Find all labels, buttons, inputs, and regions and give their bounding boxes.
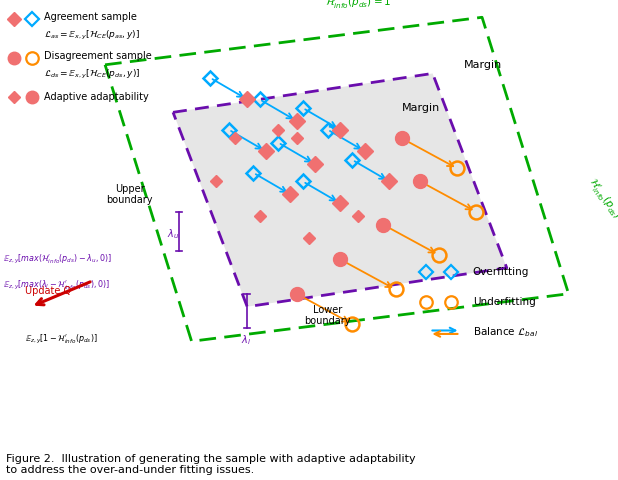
Text: $\mathcal{H}^{\prime}_{info}(p_{ds}) = 0$: $\mathcal{H}^{\prime}_{info}(p_{ds}) = 0… <box>584 176 618 239</box>
Text: Underfitting: Underfitting <box>473 298 536 307</box>
Text: Agreement sample: Agreement sample <box>44 12 137 22</box>
Text: Overfitting: Overfitting <box>473 267 529 277</box>
Text: Disagreement sample: Disagreement sample <box>44 51 152 61</box>
Text: Update Q: Update Q <box>25 286 71 296</box>
Text: Margin: Margin <box>402 103 440 113</box>
Text: Figure 2.  Illustration of generating the sample with adaptive adaptability
to a: Figure 2. Illustration of generating the… <box>6 454 416 475</box>
Text: $\lambda_u$: $\lambda_u$ <box>167 228 179 241</box>
Text: $\mathbb{E}_{z,y}[1 - \mathcal{H}^{\prime}_{info}(p_{ds})]$: $\mathbb{E}_{z,y}[1 - \mathcal{H}^{\prim… <box>25 333 98 346</box>
Text: Upper
boundary: Upper boundary <box>106 183 153 205</box>
Text: Adaptive adaptability: Adaptive adaptability <box>44 92 149 102</box>
Text: $\mathcal{H}^{\prime}_{info}(p_{ds}) = 1$: $\mathcal{H}^{\prime}_{info}(p_{ds}) = 1… <box>325 0 392 11</box>
Text: Balance $\mathcal{L}_{bal}$: Balance $\mathcal{L}_{bal}$ <box>473 325 538 339</box>
Text: Margin: Margin <box>464 60 502 70</box>
Text: $\lambda_l$: $\lambda_l$ <box>241 334 251 347</box>
Text: $\mathbb{E}_{z,y}[max(\mathcal{H}^{\prime}_{info}(p_{ds}) - \lambda_u, 0)]$: $\mathbb{E}_{z,y}[max(\mathcal{H}^{\prim… <box>3 253 112 266</box>
Text: Lower
boundary: Lower boundary <box>304 305 351 326</box>
Text: $\mathbb{E}_{z,y}[max(\lambda_l - \mathcal{H}^{\prime}_{info}(p_{ds}), 0)]$: $\mathbb{E}_{z,y}[max(\lambda_l - \mathc… <box>3 279 110 292</box>
Text: $\mathcal{L}_{as} = \mathbb{E}_{x,y}[\mathcal{H}_{CE}(p_{as}, y)]$: $\mathcal{L}_{as} = \mathbb{E}_{x,y}[\ma… <box>44 29 140 42</box>
Polygon shape <box>173 73 507 307</box>
Text: $\mathcal{L}_{ds} = \mathbb{E}_{x,y}[\mathcal{H}_{CE}(p_{ds}, y)]$: $\mathcal{L}_{ds} = \mathbb{E}_{x,y}[\ma… <box>44 68 141 81</box>
